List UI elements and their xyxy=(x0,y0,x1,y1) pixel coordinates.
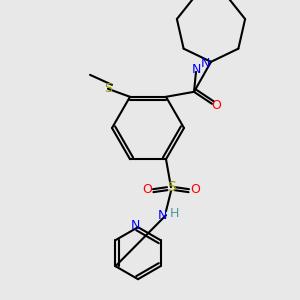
Text: O: O xyxy=(142,183,152,196)
Text: N: N xyxy=(200,57,210,70)
Text: S: S xyxy=(104,82,112,95)
Text: O: O xyxy=(190,183,200,196)
Text: S: S xyxy=(167,180,176,194)
Text: N: N xyxy=(130,219,140,232)
Text: O: O xyxy=(211,99,221,112)
Text: N: N xyxy=(157,209,167,222)
Text: H: H xyxy=(169,207,179,220)
Text: N: N xyxy=(191,63,201,76)
